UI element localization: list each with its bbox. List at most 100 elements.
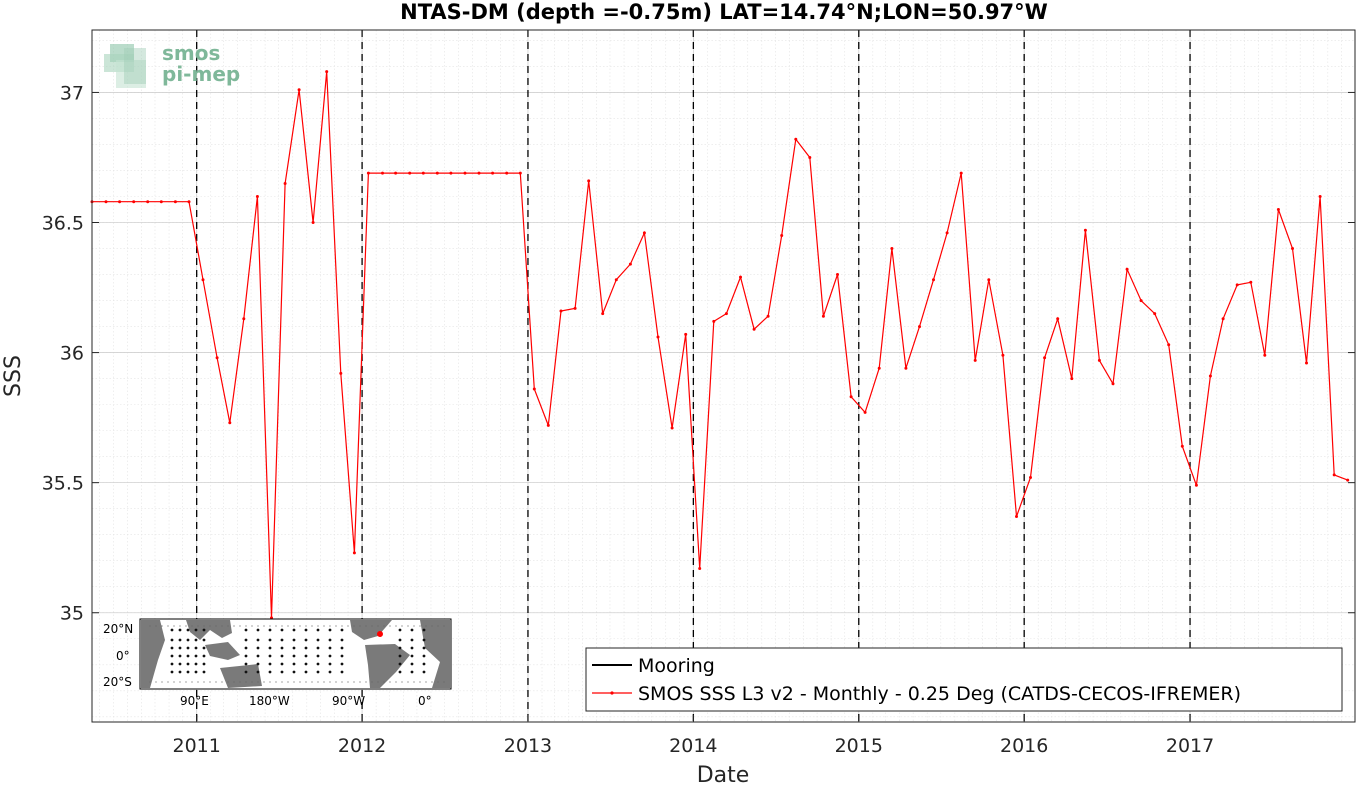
- inset-grid-dot: [365, 625, 367, 627]
- inset-grid-dot: [317, 625, 319, 627]
- inset-mooring-dot: [328, 638, 332, 642]
- inset-mooring-dot: [170, 638, 174, 642]
- series-point: [628, 262, 632, 266]
- y-tick-labels: 35 35.5 36 36.5 37: [42, 82, 84, 624]
- series-point: [836, 273, 839, 276]
- inset-mooring-dot: [280, 654, 284, 658]
- plot-frame: [91, 29, 1356, 723]
- inset-grid-dot: [347, 625, 349, 627]
- inset-grid-dot: [401, 681, 403, 683]
- inset-land-africa: [141, 620, 165, 688]
- inset-mooring-dot: [304, 646, 308, 650]
- series-point: [1235, 283, 1239, 287]
- series-line-smos: [92, 71, 1348, 618]
- inset-mooring-dot: [410, 646, 414, 650]
- inset-grid-dot: [341, 681, 343, 683]
- series-point: [1221, 317, 1225, 321]
- series-point: [339, 371, 343, 375]
- series-point: [1249, 280, 1253, 284]
- inset-mooring-dot: [202, 646, 206, 650]
- inset-grid-dot: [179, 681, 181, 683]
- series-point: [283, 182, 287, 185]
- series-point: [559, 309, 563, 313]
- inset-mooring-dot: [186, 670, 190, 674]
- series-point: [684, 332, 688, 336]
- inset-grid-dot: [425, 681, 427, 683]
- inset-grid-dot: [287, 681, 289, 683]
- series-point: [1056, 317, 1060, 321]
- series-point: [808, 156, 812, 159]
- series-point: [1276, 208, 1280, 211]
- inset-grid-dot: [281, 625, 283, 627]
- inset-map: 20°N 0° 20°S 90°E 180°W 90°W 0°: [103, 618, 452, 708]
- inset-grid-dot: [341, 625, 343, 627]
- series-point: [987, 278, 991, 282]
- inset-mooring-dot: [256, 646, 260, 650]
- series-point: [1043, 356, 1047, 360]
- series-point: [477, 171, 481, 175]
- inset-grid-dot: [251, 681, 253, 683]
- inset-mooring-dot: [170, 662, 174, 666]
- legend: Mooring SMOS SSS L3 v2 - Monthly - 0.25 …: [585, 647, 1343, 712]
- series-point: [1180, 444, 1184, 448]
- inset-grid-dot: [227, 625, 229, 627]
- y-tick-label: 35.5: [42, 473, 84, 495]
- inset-grid-dot: [419, 625, 421, 627]
- inset-grid-dot: [161, 681, 163, 683]
- inset-location-marker: [377, 631, 383, 637]
- series-point: [1291, 247, 1294, 250]
- inset-mooring-dot: [256, 638, 260, 642]
- inset-mooring-dot: [422, 628, 426, 632]
- series-point: [698, 567, 702, 570]
- series-point: [904, 366, 908, 370]
- series-point: [1153, 312, 1157, 316]
- series-point: [449, 171, 453, 175]
- inset-grid-dot: [185, 625, 187, 627]
- series-point: [959, 171, 963, 175]
- series-point: [463, 171, 467, 175]
- plot-area: [90, 29, 1356, 723]
- legend-swatch-smos-marker: [610, 691, 614, 695]
- inset-mooring-dot: [280, 670, 284, 674]
- series-point: [573, 306, 577, 310]
- series-point: [132, 200, 136, 204]
- inset-grid-dot: [263, 681, 265, 683]
- inset-mooring-dot: [410, 654, 414, 658]
- inset-mooring-dot: [422, 670, 426, 674]
- inset-mooring-dot: [410, 670, 414, 674]
- inset-grid-dot: [353, 681, 355, 683]
- inset-grid-dot: [413, 681, 415, 683]
- inset-mooring-dot: [256, 628, 260, 632]
- inset-grid-dot: [179, 625, 181, 627]
- series-point: [228, 421, 232, 425]
- series-point: [932, 278, 935, 282]
- series-point: [614, 278, 618, 282]
- logo-square-3: [116, 60, 146, 88]
- inset-grid-dot: [329, 681, 331, 683]
- inset-mooring-dot: [170, 646, 174, 650]
- series-point: [532, 387, 536, 391]
- inset-mooring-dot: [410, 638, 414, 642]
- inset-grid-dot: [245, 625, 247, 627]
- inset-grid-dot: [299, 625, 301, 627]
- inset-grid-dot: [215, 681, 217, 683]
- y-tick-label: 35: [60, 603, 84, 625]
- inset-grid-dot: [407, 625, 409, 627]
- inset-mooring-dot: [186, 654, 190, 658]
- inset-grid-dot: [203, 625, 205, 627]
- inset-mooring-dot: [328, 646, 332, 650]
- inset-mooring-dot: [268, 654, 272, 658]
- x-tick-label: 2017: [1166, 735, 1214, 757]
- inset-mooring-dot: [186, 646, 190, 650]
- legend-box: [585, 647, 1343, 712]
- inset-mooring-dot: [170, 628, 174, 632]
- inset-mooring-dot: [292, 638, 296, 642]
- inset-mooring-dot: [328, 670, 332, 674]
- inset-grid-dot: [251, 625, 253, 627]
- logo-square-4: [124, 48, 146, 84]
- inset-mooring-dot: [316, 654, 320, 658]
- inset-lon-label-90e: 90°E: [180, 694, 209, 708]
- inset-mooring-dot: [280, 638, 284, 642]
- inset-grid-dot: [389, 625, 391, 627]
